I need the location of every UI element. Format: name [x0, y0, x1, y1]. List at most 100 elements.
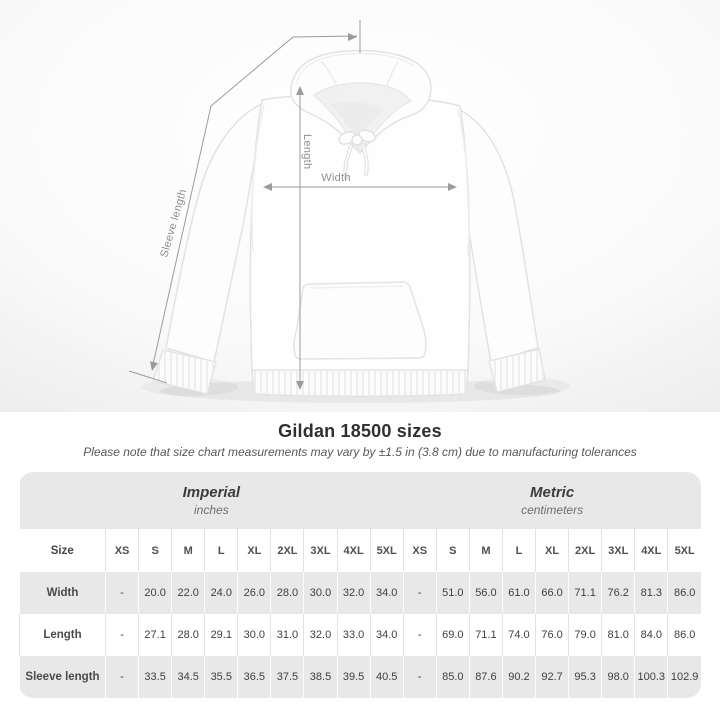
size-guide-page: Sleeve length Length Width Gildan 18500 … — [0, 0, 720, 698]
width-label: Width — [321, 172, 351, 184]
value-cell: 81.3 — [634, 572, 668, 614]
value-cell: - — [402, 614, 437, 656]
right-armhole-seam — [457, 109, 470, 257]
unit-group-row: Imperial inches Metric centimeters — [19, 472, 701, 529]
value-cell: 40.5 — [369, 656, 404, 698]
value-cell: 87.6 — [468, 656, 503, 698]
imperial-group-header: Imperial inches — [19, 472, 404, 529]
value-cell: 20.0 — [138, 572, 172, 614]
size-col-header: 3XL — [601, 529, 635, 572]
value-cell: 38.5 — [303, 656, 338, 698]
size-col-header: 4XL — [336, 529, 371, 572]
hood — [289, 49, 432, 154]
size-table: Imperial inches Metric centimeters Size … — [19, 472, 701, 698]
value-cell: - — [104, 614, 139, 656]
value-cell: 85.0 — [435, 656, 470, 698]
page-title: Gildan 18500 sizes — [278, 421, 442, 441]
value-cell: 66.0 — [535, 572, 569, 614]
metric-group-header: Metric centimeters — [403, 472, 701, 529]
size-table-container: Imperial inches Metric centimeters Size … — [19, 472, 701, 698]
value-cell: 100.3 — [634, 656, 668, 698]
imperial-title: Imperial — [182, 484, 241, 501]
row-label: Sleeve length — [19, 656, 106, 698]
size-col-header: L — [204, 529, 238, 572]
row-label: Width — [19, 572, 106, 614]
width-arrow — [263, 183, 457, 191]
size-col-header: S — [138, 529, 172, 572]
value-cell: 32.0 — [336, 572, 371, 614]
value-cell: 81.0 — [601, 614, 635, 656]
size-col-header: 3XL — [303, 529, 338, 572]
sizes-row: Size XS S M L XL 2XL 3XL 4XL 5XL XS S M L XL 2XL 3XL 4XL… — [19, 529, 701, 572]
size-col-header: L — [501, 529, 536, 572]
size-col-header: XL — [535, 529, 569, 572]
value-cell: 102.9 — [667, 656, 701, 698]
value-cell: 76.0 — [535, 614, 569, 656]
hoodie-illustration — [152, 49, 546, 397]
value-cell: - — [402, 572, 437, 614]
hem-band — [251, 369, 469, 397]
size-col-header: M — [468, 529, 503, 572]
length-label: Length — [301, 134, 313, 169]
table-row: Length -27.1 28.0 29.1 30.0 31.0 32.0 33.0 34.0-… — [19, 614, 701, 656]
value-cell: 69.0 — [435, 614, 470, 656]
value-cell: 31.0 — [270, 614, 304, 656]
value-cell: 84.0 — [634, 614, 668, 656]
metric-title: Metric — [530, 484, 575, 501]
length-arrow — [296, 86, 304, 390]
value-cell: 92.7 — [535, 656, 569, 698]
value-cell: 74.0 — [501, 614, 536, 656]
row-label: Length — [19, 614, 106, 656]
value-cell: 33.5 — [138, 656, 172, 698]
value-cell: 79.0 — [568, 614, 602, 656]
value-cell: 30.0 — [303, 572, 338, 614]
table-row: Sleeve length -33.5 34.5 35.5 36.5 37.5 38.5 39… — [19, 656, 701, 698]
value-cell: 29.1 — [204, 614, 238, 656]
hoodie-measurement-diagram: Sleeve length Length Width — [0, 0, 720, 412]
value-cell: 76.2 — [601, 572, 635, 614]
value-cell: 28.0 — [171, 614, 205, 656]
value-cell: 32.0 — [303, 614, 338, 656]
size-col-header: 5XL — [667, 529, 701, 572]
right-cuff — [488, 348, 546, 393]
value-cell: 86.0 — [667, 572, 701, 614]
size-col-header: XS — [402, 529, 437, 572]
left-sleeve — [165, 101, 267, 363]
size-col-header: 5XL — [369, 529, 404, 572]
size-col-header: M — [171, 529, 205, 572]
size-col-header: 2XL — [270, 529, 304, 572]
value-cell: 28.0 — [270, 572, 304, 614]
value-cell: - — [104, 656, 139, 698]
left-cuff — [152, 349, 217, 395]
value-cell: 56.0 — [468, 572, 503, 614]
kangaroo-pocket — [293, 281, 427, 360]
size-col-header: S — [435, 529, 470, 572]
value-cell: 71.1 — [468, 614, 503, 656]
measurement-rows: Width -20.0 22.0 24.0 26.0 28.0 30.0 32.0 34.0-5… — [19, 572, 701, 698]
value-cell: 86.0 — [667, 614, 701, 656]
value-cell: 35.5 — [204, 656, 238, 698]
value-cell: 39.5 — [336, 656, 371, 698]
size-col-header: XS — [104, 529, 139, 572]
value-cell: 61.0 — [501, 572, 536, 614]
value-cell: 36.5 — [237, 656, 271, 698]
value-cell: 34.0 — [369, 614, 404, 656]
drawstrings — [338, 129, 376, 180]
value-cell: 37.5 — [270, 656, 304, 698]
tolerance-note: Please note that size chart measurements… — [83, 445, 637, 459]
value-cell: 51.0 — [435, 572, 470, 614]
imperial-subtitle: inches — [194, 503, 229, 517]
size-col-header: 4XL — [634, 529, 668, 572]
value-cell: 34.0 — [369, 572, 404, 614]
value-cell: 27.1 — [138, 614, 172, 656]
size-col-header: 2XL — [568, 529, 602, 572]
value-cell: 95.3 — [568, 656, 602, 698]
value-cell: - — [402, 656, 437, 698]
metric-subtitle: centimeters — [521, 503, 584, 517]
value-cell: 33.0 — [336, 614, 371, 656]
value-cell: 34.5 — [171, 656, 205, 698]
value-cell: 90.2 — [501, 656, 536, 698]
value-cell: 30.0 — [237, 614, 271, 656]
sleeve-length-arrow — [128, 33, 358, 384]
product-photo: Sleeve length Length Width — [0, 0, 720, 412]
